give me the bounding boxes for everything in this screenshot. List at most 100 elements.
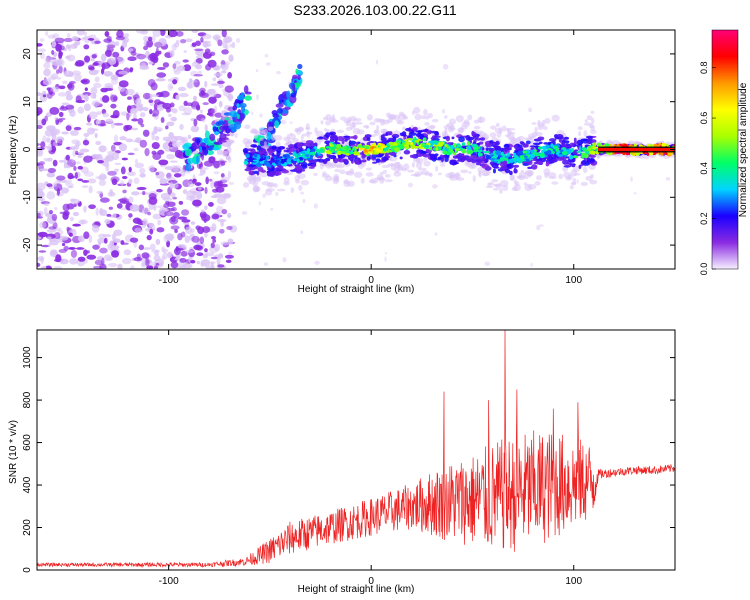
signal-halo	[298, 184, 303, 191]
noise-blob	[213, 72, 223, 77]
noise-blob	[57, 92, 68, 97]
noise-blob	[63, 37, 73, 43]
faint-speckle	[228, 181, 235, 185]
signal-core	[553, 145, 559, 150]
branch-blob	[211, 147, 220, 151]
signal-halo	[520, 169, 525, 173]
faint-speckle	[263, 262, 269, 266]
signal-mid	[281, 169, 289, 174]
signal-halo	[333, 173, 339, 180]
noise-blob	[169, 181, 174, 190]
noise-blob	[217, 264, 225, 268]
branch-blob	[182, 144, 189, 150]
signal-core	[292, 152, 296, 157]
noise-blob	[204, 205, 208, 210]
noise-blob	[212, 238, 217, 243]
signal-core	[296, 158, 300, 163]
signal-halo	[463, 119, 470, 126]
noise-blob	[119, 136, 127, 141]
noise-blob	[131, 118, 139, 122]
signal-mid	[446, 154, 450, 159]
signal-core	[561, 151, 568, 156]
signal-mid	[403, 149, 411, 155]
signal-core	[519, 155, 525, 158]
noise-blob	[98, 145, 107, 153]
signal-halo	[427, 112, 433, 119]
signal-halo	[477, 116, 486, 123]
noise-blob	[149, 94, 160, 98]
noise-blob	[103, 237, 108, 244]
noise-blob	[45, 265, 52, 269]
signal-core	[592, 142, 597, 148]
noise-blob	[84, 39, 90, 44]
noise-blob	[221, 208, 228, 215]
signal-halo	[411, 110, 415, 115]
noise-blob	[179, 258, 187, 263]
noise-blob	[125, 88, 135, 96]
signal-core	[461, 142, 466, 146]
noise-blob	[151, 132, 155, 141]
noise-blob	[118, 70, 129, 75]
noise-blob	[118, 143, 127, 152]
noise-blob	[43, 207, 48, 215]
noise-blob	[200, 259, 211, 267]
noise-blob	[177, 86, 187, 92]
colorbar-tick-label: 0.8	[699, 61, 709, 74]
signal-halo	[365, 167, 372, 171]
signal-halo	[374, 129, 380, 136]
noise-blob	[104, 31, 110, 37]
noise-blob	[186, 102, 193, 107]
noise-blob	[139, 112, 146, 118]
branch-blob	[292, 74, 298, 80]
noise-blob	[53, 232, 61, 240]
signal-core	[454, 148, 461, 152]
signal-core	[443, 150, 448, 153]
branch-blob	[292, 83, 296, 93]
noise-blob	[167, 251, 173, 259]
signal-halo	[577, 126, 583, 131]
noise-blob	[88, 34, 97, 38]
signal-halo	[333, 162, 343, 168]
signal-halo	[578, 130, 582, 137]
noise-blob	[134, 162, 145, 169]
signal-core	[442, 146, 446, 149]
noise-blob	[132, 217, 141, 224]
signal-halo	[445, 172, 455, 179]
signal-mid	[405, 127, 412, 132]
signal-halo	[390, 162, 394, 167]
noise-blob	[61, 187, 70, 194]
signal-core	[536, 156, 540, 159]
noise-blob	[195, 40, 202, 46]
signal-halo	[541, 119, 546, 127]
spectrogram-ytick-label: 10	[22, 96, 33, 108]
noise-blob	[73, 166, 77, 171]
signal-core	[622, 151, 626, 156]
signal-halo	[490, 125, 497, 130]
signal-core	[462, 148, 466, 154]
noise-blob	[37, 125, 43, 130]
noise-blob	[53, 265, 63, 269]
noise-blob	[37, 231, 48, 238]
noise-blob	[179, 123, 184, 131]
noise-blob	[106, 44, 116, 49]
noise-blob	[81, 185, 89, 188]
signal-halo	[388, 116, 395, 120]
signal-halo	[268, 182, 276, 188]
noise-blob	[168, 113, 172, 118]
noise-blob	[60, 105, 65, 110]
faint-speckle	[313, 203, 318, 209]
signal-core	[495, 150, 501, 156]
signal-core	[433, 144, 439, 147]
signal-halo	[551, 114, 560, 122]
noise-blob	[47, 236, 52, 240]
noise-blob	[83, 249, 88, 256]
noise-blob	[47, 167, 57, 173]
faint-speckle	[300, 230, 304, 235]
noise-blob	[118, 80, 129, 88]
noise-blob	[171, 206, 177, 212]
signal-mid	[481, 163, 490, 169]
faint-speckle	[264, 54, 269, 58]
noise-blob	[72, 223, 81, 227]
signal-core	[605, 143, 610, 147]
signal-core	[522, 150, 527, 154]
